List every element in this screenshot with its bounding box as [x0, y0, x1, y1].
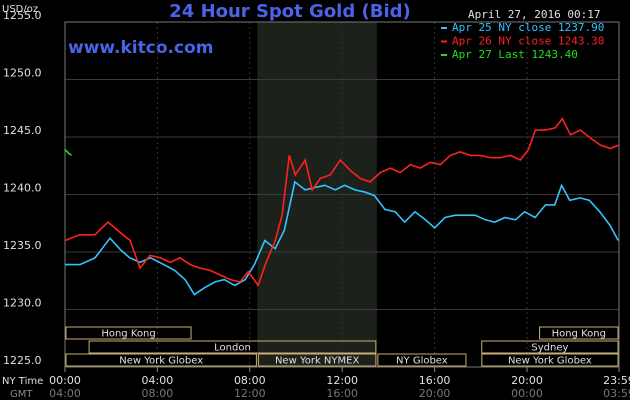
session-box — [539, 326, 619, 340]
session-label: NY Globex — [396, 356, 448, 367]
gmt-tick-label: 08:00 — [142, 387, 174, 400]
x-row-label: NY Time — [2, 376, 43, 387]
plot-frame — [64, 21, 620, 368]
y-tick-label: 1225.0 — [3, 354, 42, 367]
session-label: Hong Kong — [101, 329, 155, 340]
x-tick-label: 08:00 — [234, 374, 266, 387]
y-tick-label: 1230.0 — [3, 297, 42, 310]
x-tick-label: 12:00 — [326, 374, 358, 387]
legend-label: Apr 27 Last 1243.40 — [452, 48, 578, 61]
session-box — [88, 340, 377, 354]
gmt-tick-label: 20:00 — [419, 387, 451, 400]
gmt-tick-label: 03:59 — [603, 387, 630, 400]
unit-label: USD/oz — [2, 4, 38, 15]
y-tick-label: 1250.0 — [3, 67, 42, 80]
gmt-tick-label: 12:00 — [234, 387, 266, 400]
session-label: New York NYMEX — [275, 356, 360, 367]
y-tick-label: 1235.0 — [3, 239, 42, 252]
timestamp: April 27, 2016 00:17 — [468, 8, 600, 21]
x-tick-label: 00:00 — [49, 374, 81, 387]
session-box — [257, 353, 377, 367]
session-label: London — [214, 343, 251, 354]
x-tick-label: 04:00 — [142, 374, 174, 387]
y-tick-label: 1240.0 — [3, 182, 42, 195]
session-box — [65, 353, 257, 367]
y-tick-label: 1255.0 — [3, 9, 42, 22]
x2-row-label: GMT — [10, 389, 33, 400]
gmt-tick-label: 00:00 — [511, 387, 543, 400]
gmt-tick-label: 16:00 — [326, 387, 358, 400]
session-label: Hong Kong — [552, 329, 606, 340]
session-label: New York Globex — [508, 356, 592, 367]
series-line — [65, 180, 619, 296]
session-box — [377, 353, 467, 367]
session-label: Sydney — [531, 343, 568, 354]
site-label: www.kitco.com — [68, 38, 213, 58]
y-tick-label: 1245.0 — [3, 124, 42, 137]
gmt-tick-label: 04:00 — [49, 387, 81, 400]
session-box — [481, 340, 619, 354]
x-tick-label: 20:00 — [511, 374, 543, 387]
chart-title: 24 Hour Spot Gold (Bid) — [169, 1, 410, 22]
x-tick-label: 23:59 — [603, 374, 630, 387]
series-line — [64, 117, 619, 288]
legend-label: Apr 26 NY close 1243.30 — [452, 35, 604, 48]
session-label: New York Globex — [119, 356, 203, 367]
x-tick-label: 16:00 — [419, 374, 451, 387]
session-box — [65, 326, 192, 340]
series-line — [64, 149, 72, 157]
session-box — [481, 353, 619, 367]
legend-label: Apr 25 NY close 1237.90 — [452, 21, 604, 34]
